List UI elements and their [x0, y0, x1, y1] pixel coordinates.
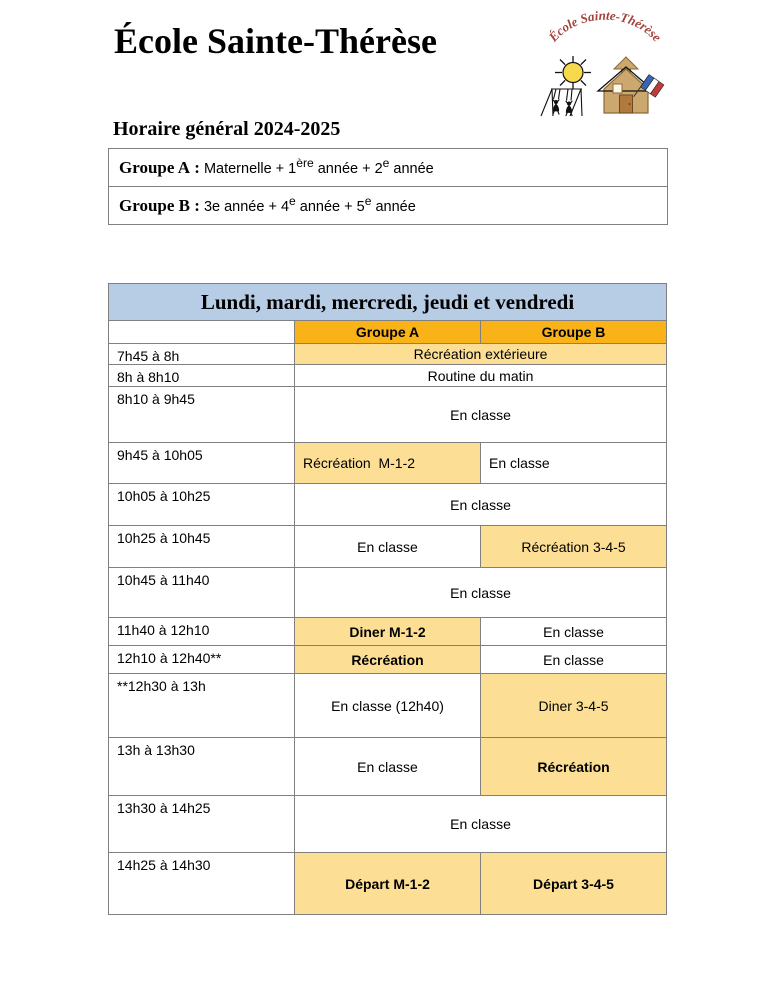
svg-text:École Sainte-Thérèse: École Sainte-Thérèse	[545, 8, 665, 46]
